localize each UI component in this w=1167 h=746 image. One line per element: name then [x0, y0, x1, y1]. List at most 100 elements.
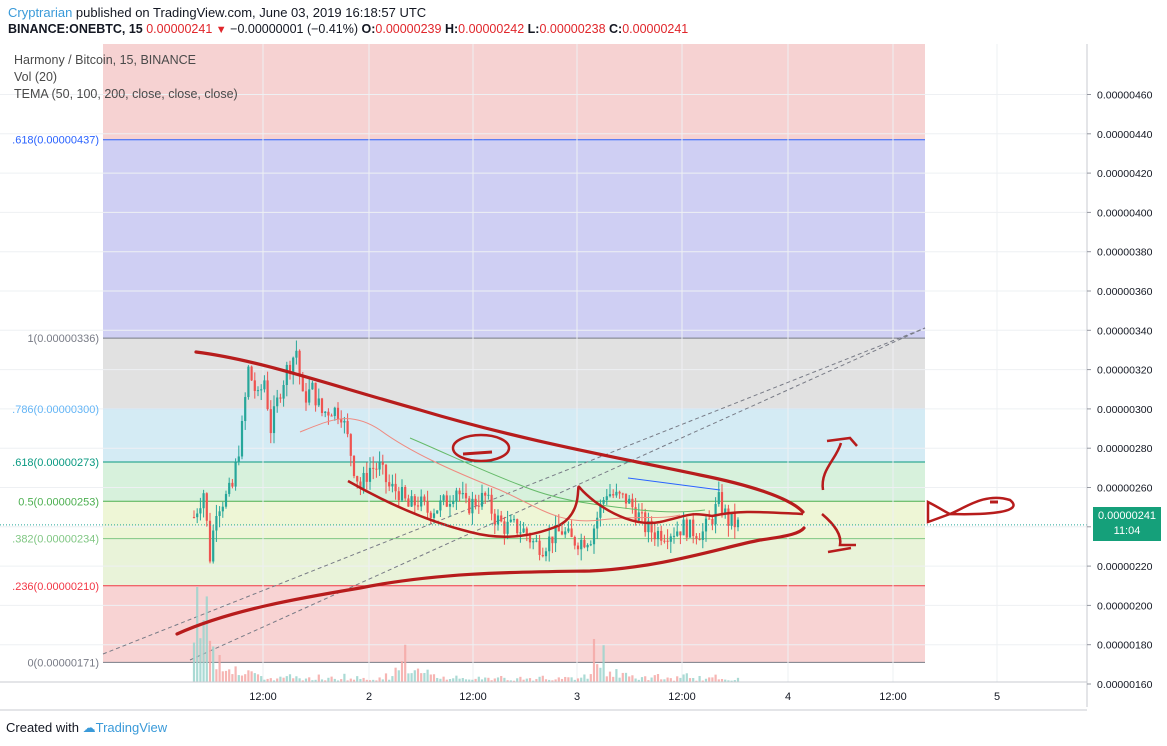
volume-bar	[628, 676, 631, 682]
volume-bar	[519, 676, 522, 682]
volume-bar	[602, 645, 605, 682]
price-tag-value: 0.00000241	[1097, 510, 1157, 522]
fib-zone	[103, 139, 925, 339]
volume-bar	[500, 675, 503, 682]
x-tick-label: 4	[785, 691, 791, 703]
candle	[327, 411, 330, 416]
candle	[215, 515, 218, 531]
volume-bar	[381, 679, 384, 682]
volume-bar	[548, 679, 551, 682]
candle	[500, 515, 503, 522]
candle	[727, 508, 730, 526]
x-tick-label: 12:00	[668, 691, 696, 703]
candle	[410, 496, 413, 507]
low-value: 0.00000238	[539, 22, 606, 36]
lower-target-drawing	[821, 513, 856, 554]
candle	[474, 498, 477, 506]
candle	[637, 512, 640, 521]
candle	[618, 491, 621, 494]
volume-bar	[596, 664, 599, 682]
author-link[interactable]: Cryptrarian	[8, 5, 73, 20]
candle	[461, 492, 464, 495]
candle	[605, 496, 608, 500]
volume-bar	[368, 680, 372, 682]
candle	[548, 536, 551, 552]
candle	[608, 494, 612, 497]
down-arrow-icon: ▼	[215, 24, 227, 36]
candle	[269, 409, 272, 434]
candle	[516, 519, 519, 534]
volume-bar	[199, 638, 202, 682]
volume-bar	[605, 676, 608, 682]
volume-bar	[192, 642, 196, 682]
candle	[551, 536, 554, 544]
volume-bar	[224, 670, 228, 682]
volume-bar	[240, 675, 244, 682]
volume-bar	[455, 675, 458, 682]
candle	[266, 380, 269, 410]
candle	[292, 357, 295, 373]
change-value: −0.00000001 (−0.41%)	[230, 22, 359, 36]
volume-bar	[490, 680, 493, 682]
volume-bar	[292, 678, 295, 682]
footer-brand[interactable]: TradingView	[95, 720, 168, 735]
y-tick-label: 0.00000380	[1097, 247, 1153, 259]
volume-bar	[301, 680, 304, 682]
y-tick-label: 0.00000320	[1097, 365, 1153, 377]
volume-bar	[560, 678, 564, 682]
candle	[343, 420, 346, 423]
candle	[535, 540, 538, 542]
volume-bar	[682, 674, 685, 682]
volume-bar	[704, 678, 708, 682]
volume-bar	[372, 679, 375, 682]
candle	[228, 482, 231, 494]
candle	[192, 516, 196, 518]
volume-bar	[244, 674, 247, 682]
x-tick-label: 12:00	[249, 691, 277, 703]
candle	[736, 519, 740, 528]
volume-bar	[407, 673, 410, 682]
volume-bar	[250, 671, 253, 682]
y-tick-label: 0.00000360	[1097, 286, 1153, 298]
candle	[538, 540, 541, 555]
fib-labels: 0(0.00000171) .236(0.00000210) .382(0.0000…	[12, 135, 99, 670]
symbol-label: BINANCE:ONEBTC, 15	[8, 22, 143, 36]
volume-bar	[215, 669, 218, 682]
candle	[554, 524, 557, 544]
candle	[471, 498, 474, 514]
candle	[375, 468, 378, 470]
volume-bar	[464, 679, 468, 682]
fib-label: .786(0.00000300)	[12, 404, 99, 416]
candle	[240, 421, 244, 457]
candle	[532, 541, 535, 543]
volume-bar	[420, 673, 423, 682]
volume-bar	[397, 670, 400, 682]
x-tick-label: 3	[574, 691, 580, 703]
volume-bar	[516, 678, 519, 682]
candle	[237, 456, 240, 463]
volume-bar	[525, 678, 528, 682]
candle	[634, 507, 637, 521]
volume-bar	[324, 680, 327, 682]
candle	[407, 498, 410, 507]
publish-text: published on TradingView.com, June 03, 2…	[75, 5, 427, 20]
volume-bar	[356, 676, 359, 682]
volume-bar	[327, 677, 330, 682]
tema-200-line	[627, 477, 721, 491]
volume-bar	[196, 587, 199, 682]
low-label: L:	[527, 22, 540, 36]
volume-bar	[679, 677, 682, 682]
y-tick-label: 0.00000440	[1097, 129, 1153, 141]
volume-bar	[429, 674, 432, 682]
volume-bar	[349, 678, 352, 682]
candle	[397, 491, 400, 501]
y-tick-label: 0.00000280	[1097, 443, 1153, 455]
legend-tema: TEMA (50, 100, 200, close, close, close)	[14, 87, 238, 101]
candle	[650, 520, 653, 533]
candle	[512, 519, 516, 521]
current-price-tag: 0.00000241 11:04	[1093, 507, 1161, 541]
volume-bar	[637, 679, 640, 682]
volume-bar	[343, 673, 346, 682]
candle	[580, 539, 583, 550]
